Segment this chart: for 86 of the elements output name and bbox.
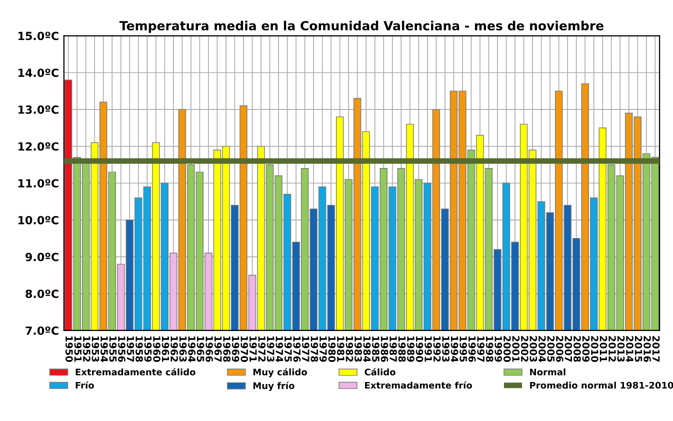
x-tick-label: 1986 <box>380 336 388 362</box>
x-tick-label: 1981 <box>337 336 344 362</box>
legend-label: Muy frío <box>253 382 294 391</box>
x-tick-label: 1983 <box>354 336 362 362</box>
x-tick-label: 1964 <box>188 336 196 362</box>
x-tick-label: 1954 <box>100 336 108 362</box>
x-tick-label: 1985 <box>372 336 380 362</box>
x-tick-label: 1966 <box>206 336 213 362</box>
x-tick-label: 1959 <box>144 336 152 362</box>
x-tick-label: 1975 <box>284 336 292 362</box>
x-tick-label: 1965 <box>196 336 204 362</box>
x-tick-label: 1977 <box>302 336 310 362</box>
x-tick-label: 2010 <box>591 336 598 362</box>
x-tick-label: 1972 <box>258 336 266 362</box>
x-tick-label: 1995 <box>460 336 467 362</box>
x-tick-label: 1958 <box>136 336 143 362</box>
x-tick-label: 2006 <box>556 336 564 362</box>
x-tick-label: 2014 <box>626 336 634 362</box>
x-tick-label: 2002 <box>520 336 528 362</box>
x-tick-label: 1991 <box>424 336 432 362</box>
x-tick-label: 2017 <box>652 336 660 362</box>
x-tick-label: 1970 <box>240 336 248 362</box>
x-tick-label: 2015 <box>634 336 642 362</box>
x-tick-label: 2009 <box>582 336 590 362</box>
x-tick-label: 1950 <box>65 336 73 362</box>
legend-label: Promedio normal 1981-2010 <box>530 382 673 389</box>
x-tick-label: 2001 <box>512 336 520 362</box>
x-tick-label: 2003 <box>530 336 538 362</box>
x-tick-label: 2016 <box>644 336 651 362</box>
y-tick-label: 9.0ºC <box>26 252 58 262</box>
x-tick-label: 1978 <box>310 336 318 362</box>
x-tick-label: 2004 <box>538 336 546 362</box>
x-tick-label: 1963 <box>179 336 187 362</box>
y-tick-label: 12.0ºC <box>18 142 58 151</box>
x-tick-label: 2008 <box>574 336 581 362</box>
x-tick-label: 1960 <box>153 336 160 362</box>
x-tick-label: 1955 <box>109 336 117 362</box>
x-tick-label: 1953 <box>92 336 100 362</box>
x-tick-label: 2013 <box>617 336 625 362</box>
x-tick-label: 1994 <box>450 336 458 362</box>
x-tick-label: 1982 <box>346 336 354 362</box>
legend-label: Cálido <box>364 368 396 376</box>
x-tick-label: 2007 <box>564 336 572 362</box>
x-tick-label: 1951 <box>74 336 82 362</box>
x-tick-label: 1987 <box>390 336 397 362</box>
x-tick-label: 1998 <box>486 336 494 362</box>
y-tick-label: 14.0ºC <box>18 68 58 77</box>
y-tick-label: 7.0ºC <box>26 326 58 335</box>
legend-label: Extremadamente frío <box>365 381 472 389</box>
x-tick-label: 1961 <box>162 336 170 362</box>
x-tick-label: 1952 <box>83 336 90 362</box>
x-tick-label: 1999 <box>494 336 502 362</box>
x-tick-label: 1973 <box>266 336 274 362</box>
y-tick-label: 15.0ºC <box>18 32 58 40</box>
x-tick-label: 1976 <box>293 336 301 362</box>
x-tick-label: 1993 <box>442 336 450 362</box>
x-tick-label: 1967 <box>214 336 222 362</box>
x-tick-label: 1956 <box>118 336 126 362</box>
legend-label: Extremadamente cálido <box>76 368 196 376</box>
x-tick-label: 1974 <box>276 336 284 362</box>
x-tick-label: 1984 <box>363 336 371 362</box>
x-tick-label: 1962 <box>170 336 178 362</box>
x-tick-label: 1989 <box>407 336 414 362</box>
x-tick-label: 1990 <box>416 336 424 362</box>
x-tick-label: 1997 <box>477 336 485 362</box>
x-tick-label: 2000 <box>503 336 511 362</box>
x-tick-label: 2005 <box>547 336 555 362</box>
y-tick-label: 10.0ºC <box>18 216 58 224</box>
x-tick-label: 1979 <box>320 336 327 362</box>
chart-title: Temperatura media en la Comunidad Valenciana - mes de noviembre <box>119 20 604 33</box>
legend-label: Frío <box>76 381 94 389</box>
x-tick-label: 1988 <box>398 336 406 362</box>
y-tick-label: 11.0ºC <box>18 179 58 188</box>
x-tick-label: 1992 <box>433 336 441 362</box>
x-tick-label: 1957 <box>126 336 134 362</box>
x-tick-label: 1968 <box>223 336 231 362</box>
x-tick-label: 1971 <box>249 336 257 362</box>
x-tick-label: 2012 <box>608 336 616 362</box>
x-tick-label: 1969 <box>232 336 240 362</box>
x-tick-label: 1996 <box>468 336 476 362</box>
y-tick-label: 8.0ºC <box>26 290 58 298</box>
y-tick-label: 13.0ºC <box>18 105 58 114</box>
legend-label: Muy cálido <box>253 368 307 378</box>
x-tick-label: 1980 <box>328 336 336 362</box>
legend-label: Normal <box>530 368 566 376</box>
x-tick-label: 2011 <box>600 336 608 362</box>
